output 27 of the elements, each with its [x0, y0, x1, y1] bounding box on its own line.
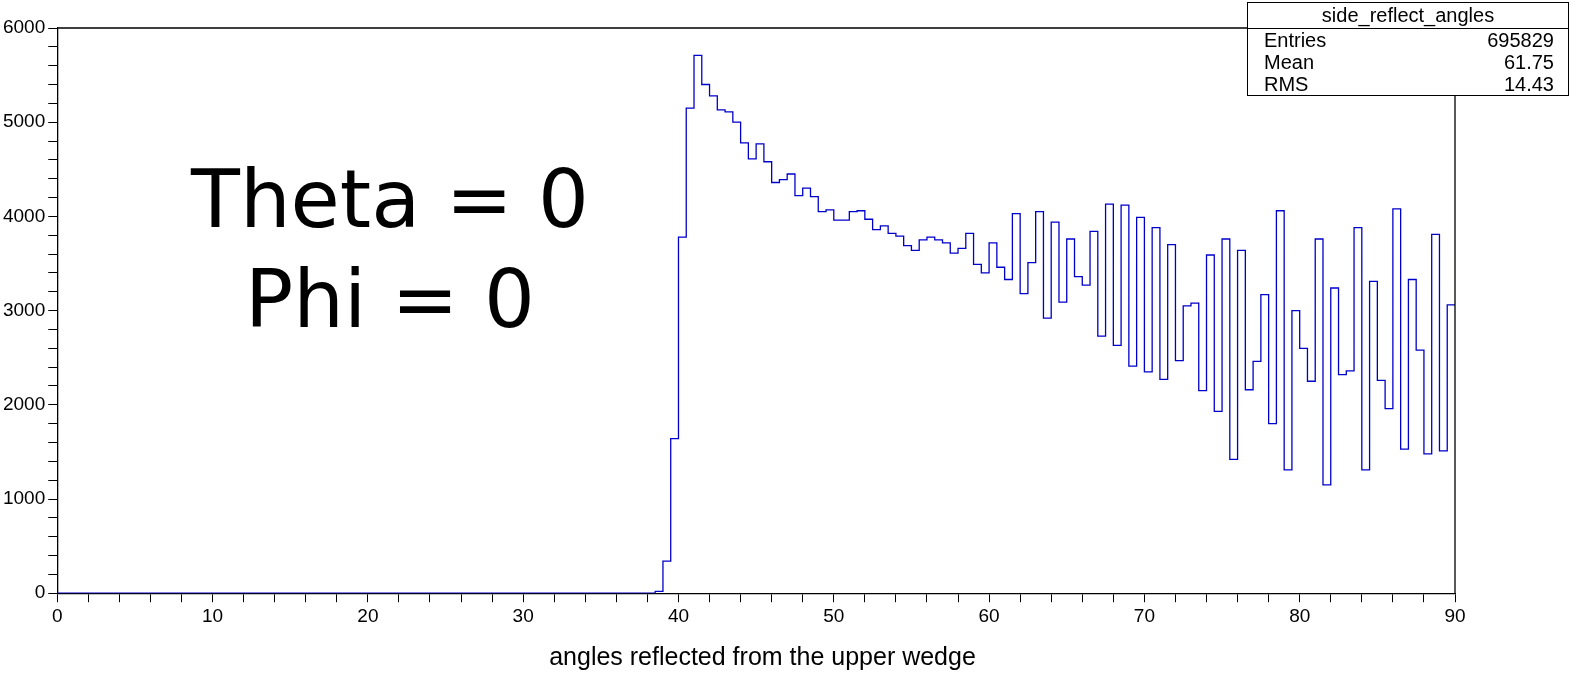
text: side_reflect_angles: [1248, 3, 1568, 29]
x-tick-label: 90: [1444, 604, 1466, 626]
x-tick-label: 10: [202, 604, 224, 626]
x-axis-title: angles reflected from the upper wedge: [548, 642, 977, 671]
y-tick-label: 3000: [2, 298, 46, 320]
y-tick-label: 5000: [2, 110, 46, 132]
text: 695829: [1487, 29, 1554, 51]
annotation: Theta = 0: [189, 152, 590, 248]
y-tick-label: 2000: [2, 393, 46, 415]
annotation: Phi = 0: [244, 252, 536, 348]
y-tick-label: 0: [34, 581, 46, 603]
x-tick-label: 70: [1133, 604, 1155, 626]
y-tick-label: 1000: [2, 487, 46, 509]
text: 14.43: [1503, 73, 1554, 95]
text: 61.75: [1503, 51, 1554, 73]
x-tick-label: 30: [512, 604, 534, 626]
y-tick-label: 4000: [2, 204, 46, 226]
x-tick-label: 20: [357, 604, 379, 626]
x-tick-label: 80: [1289, 604, 1311, 626]
x-tick-label: 40: [667, 604, 690, 626]
y-tick-label: 6000: [2, 16, 46, 38]
x-tick-label: 50: [823, 604, 845, 626]
x-tick-label: 0: [51, 604, 63, 626]
annotation: RMS: [1264, 73, 1309, 95]
annotation: Entries: [1264, 29, 1327, 51]
annotation: Mean: [1264, 51, 1315, 73]
x-tick-label: 60: [978, 604, 1000, 626]
